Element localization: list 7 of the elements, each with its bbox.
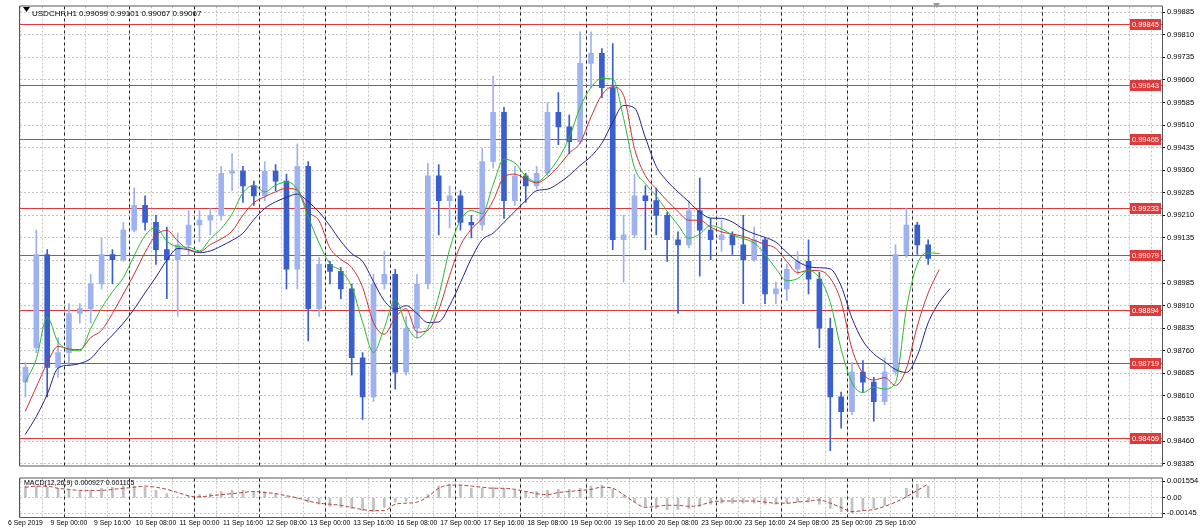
candlestick — [588, 31, 594, 89]
candlestick — [675, 231, 681, 314]
candlestick — [740, 215, 747, 304]
candlestick — [696, 177, 703, 277]
candlestick — [229, 153, 235, 192]
chart-title: USDCHF,H1 0.99099 0.99101 0.99067 0.99067 — [32, 8, 203, 18]
candlestick — [164, 226, 170, 300]
